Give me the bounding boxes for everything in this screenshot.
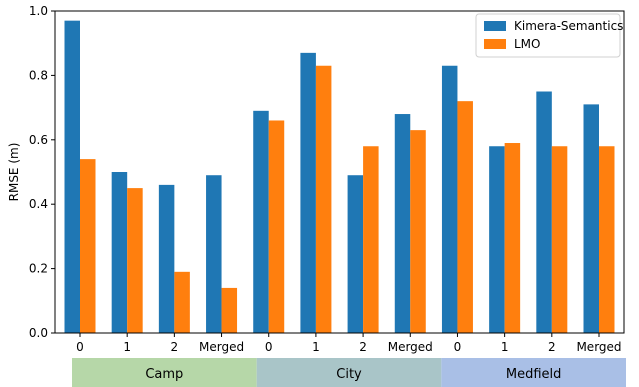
legend-label-1: LMO (514, 37, 540, 51)
bar-kimera-4 (253, 110, 269, 333)
bar-kimera-2 (158, 184, 175, 333)
legend-box (475, 13, 621, 58)
group-band-city (256, 358, 442, 387)
bar-lmo-6 (363, 146, 379, 333)
x-tick-label-5: 1 (312, 340, 320, 354)
x-tick-label-10: 2 (548, 340, 556, 354)
group-label-medfield: Medfield (506, 367, 562, 382)
bar-kimera-6 (347, 175, 364, 333)
y-tick-label-3: 0.6 (29, 133, 48, 147)
legend-swatch-1 (484, 39, 506, 49)
bar-kimera-8 (441, 65, 458, 334)
bar-lmo-0 (80, 159, 96, 333)
x-tick-label-6: 2 (359, 340, 367, 354)
bar-kimera-1 (111, 172, 128, 333)
bar-lmo-3 (221, 287, 238, 333)
bar-kimera-11 (583, 104, 599, 333)
bar-kimera-7 (394, 114, 411, 333)
bar-lmo-5 (315, 65, 332, 334)
x-tick-label-2: 2 (171, 340, 179, 354)
x-tick-label-7: Merged (388, 340, 433, 354)
bar-lmo-7 (410, 130, 426, 333)
bar-kimera-3 (206, 175, 222, 333)
y-tick-label-0: 0.0 (29, 326, 48, 340)
y-tick-label-4: 0.8 (29, 68, 48, 82)
y-tick-label-5: 1.0 (29, 4, 48, 18)
group-label-camp: Camp (145, 367, 183, 382)
x-tick-label-8: 0 (454, 340, 462, 354)
bar-lmo-9 (504, 143, 521, 333)
bar-kimera-10 (536, 91, 552, 333)
bar-kimera-0 (64, 20, 80, 333)
plot-frame (54, 10, 625, 334)
bar-kimera-5 (300, 52, 316, 334)
group-label-city: City (336, 367, 362, 382)
x-tick-label-3: Merged (199, 340, 244, 354)
y-tick-label-1: 0.2 (29, 262, 48, 276)
bar-lmo-4 (268, 120, 285, 333)
x-tick-label-11: Merged (576, 340, 621, 354)
bar-lmo-10 (551, 146, 568, 333)
group-band-camp (72, 358, 257, 387)
y-axis-label: RMSE (m) (7, 143, 21, 202)
x-tick-label-4: 0 (265, 340, 273, 354)
x-tick-label-1: 1 (123, 340, 131, 354)
bar-lmo-11 (599, 146, 615, 333)
bar-lmo-2 (174, 271, 190, 333)
bar-kimera-9 (489, 146, 505, 333)
y-tick-label-2: 0.4 (29, 197, 48, 211)
x-tick-label-0: 0 (76, 340, 84, 354)
legend-swatch-0 (484, 21, 506, 31)
legend-label-0: Kimera-Semantics (514, 19, 623, 33)
x-tick-label-9: 1 (501, 340, 509, 354)
bar-lmo-1 (127, 188, 143, 333)
group-band-medfield (441, 358, 626, 387)
bar-lmo-8 (457, 101, 473, 333)
